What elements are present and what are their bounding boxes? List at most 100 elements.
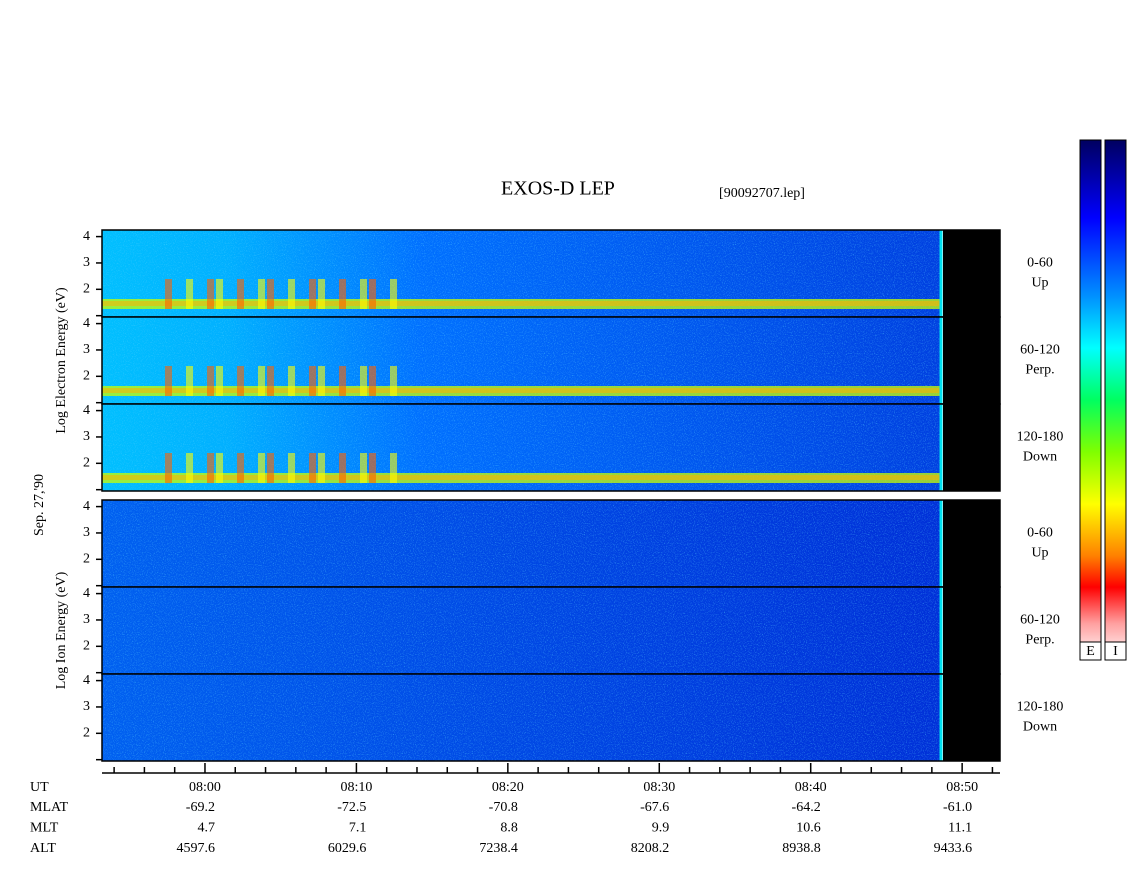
panel-label: 0-60	[1027, 256, 1053, 271]
spectrogram-burst	[165, 366, 172, 396]
spectrogram-band	[102, 301, 940, 306]
y-tick-label: 2	[83, 726, 90, 741]
colorbar	[1079, 139, 1102, 661]
spectrogram-burst	[207, 366, 214, 396]
no-data	[943, 500, 1000, 587]
spectrogram-burst	[369, 366, 376, 396]
x-tick-label: 08:50	[946, 780, 978, 795]
ephemeris-value: 9.9	[652, 821, 670, 836]
spectrogram-burst	[237, 366, 244, 396]
spectrogram-burst	[216, 279, 223, 309]
panel-sublabel: Perp.	[1025, 633, 1054, 648]
panel-frame	[101, 673, 1001, 762]
spectrogram-noise	[102, 500, 940, 587]
spectrogram-burst	[267, 366, 274, 396]
spectrogram-burst	[309, 366, 316, 396]
y-tick-label: 4	[83, 403, 90, 418]
ephemeris-value: -72.5	[337, 800, 366, 815]
spectrogram-burst	[369, 453, 376, 483]
ephemeris-value: 8.8	[500, 821, 518, 836]
spectrogram-burst	[369, 279, 376, 309]
x-tick-label: 08:00	[189, 780, 221, 795]
spectrogram-burst	[339, 453, 346, 483]
y-axis-label: Log Ion Energy (eV)	[54, 571, 69, 689]
ephemeris-value: 11.1	[948, 821, 972, 836]
spectrogram-noise	[102, 587, 940, 674]
ephemeris-value: 7238.4	[479, 841, 518, 856]
ephemeris-value: 8938.8	[782, 841, 821, 856]
spectrogram-burst	[390, 366, 397, 396]
spectrogram-burst	[360, 366, 367, 396]
ephemeris-value: -70.8	[489, 800, 518, 815]
spectrogram-burst	[207, 453, 214, 483]
ephemeris-value: 7.1	[349, 821, 367, 836]
ephemeris-value: -69.2	[186, 800, 215, 815]
spectrogram-burst	[258, 453, 265, 483]
y-tick-label: 4	[83, 586, 90, 601]
ephemeris-label: MLT	[30, 821, 59, 836]
ephemeris-value: -67.6	[640, 800, 669, 815]
spectrogram-burst	[390, 279, 397, 309]
spectrogram-burst	[207, 279, 214, 309]
spectrogram-burst	[237, 279, 244, 309]
no-data	[943, 674, 1000, 761]
spectrogram-band	[102, 388, 940, 393]
ephemeris-value: -64.2	[792, 800, 821, 815]
subtitle: [90092707.lep]	[719, 186, 805, 201]
spectrogram-burst	[339, 366, 346, 396]
spectrogram-burst	[288, 366, 295, 396]
y-tick-label: 2	[83, 282, 90, 297]
spectrogram-burst	[216, 453, 223, 483]
x-tick-label: 08:20	[492, 780, 524, 795]
colorbar-label: I	[1113, 644, 1118, 659]
y-tick-label: 3	[83, 699, 90, 714]
spectrogram-burst	[360, 279, 367, 309]
x-tick-label: 08:30	[643, 780, 675, 795]
y-tick-label: 3	[83, 612, 90, 627]
panel-sublabel: Down	[1023, 450, 1057, 465]
spectrogram-burst	[318, 279, 325, 309]
spectrogram-burst	[309, 453, 316, 483]
panel-sublabel: Up	[1031, 276, 1048, 291]
colorbar-label-box	[1104, 641, 1127, 661]
spectrogram-burst	[165, 453, 172, 483]
spectrogram-burst	[237, 453, 244, 483]
spectrogram-burst	[318, 366, 325, 396]
chart-title: EXOS-D LEP	[501, 178, 615, 200]
y-tick-label: 4	[83, 229, 90, 244]
spectrogram-burst	[186, 366, 193, 396]
spectrogram-burst	[288, 279, 295, 309]
x-tick-label: 08:40	[795, 780, 827, 795]
colorbar	[1104, 139, 1127, 661]
spectrogram-burst	[309, 279, 316, 309]
x-axis-label: UT	[30, 780, 49, 795]
spectrogram-band	[102, 475, 940, 480]
date-label: Sep. 27,'90	[32, 474, 47, 536]
y-tick-label: 4	[83, 499, 90, 514]
spectrogram-burst	[216, 366, 223, 396]
panel-label: 120-180	[1017, 700, 1064, 715]
panel-label: 0-60	[1027, 526, 1053, 541]
spectrogram-burst	[339, 279, 346, 309]
spectrogram-burst	[186, 279, 193, 309]
y-tick-label: 2	[83, 369, 90, 384]
y-tick-label: 2	[83, 639, 90, 654]
ephemeris-value: 10.6	[796, 821, 821, 836]
spectrogram-burst	[258, 279, 265, 309]
y-tick-label: 4	[83, 316, 90, 331]
panel-sublabel: Perp.	[1025, 363, 1054, 378]
spectrogram-burst	[165, 279, 172, 309]
colorbar-label: E	[1086, 644, 1095, 659]
no-data	[943, 317, 1000, 404]
panel-label: 60-120	[1020, 343, 1060, 358]
y-tick-label: 3	[83, 525, 90, 540]
y-tick-label: 2	[83, 552, 90, 567]
ephemeris-label: ALT	[30, 841, 56, 856]
colorbar-label-box	[1079, 641, 1102, 661]
panel-sublabel: Up	[1031, 546, 1048, 561]
ephemeris-value: 8208.2	[631, 841, 670, 856]
spectrogram-burst	[267, 279, 274, 309]
y-tick-label: 3	[83, 255, 90, 270]
panel-label: 120-180	[1017, 430, 1064, 445]
